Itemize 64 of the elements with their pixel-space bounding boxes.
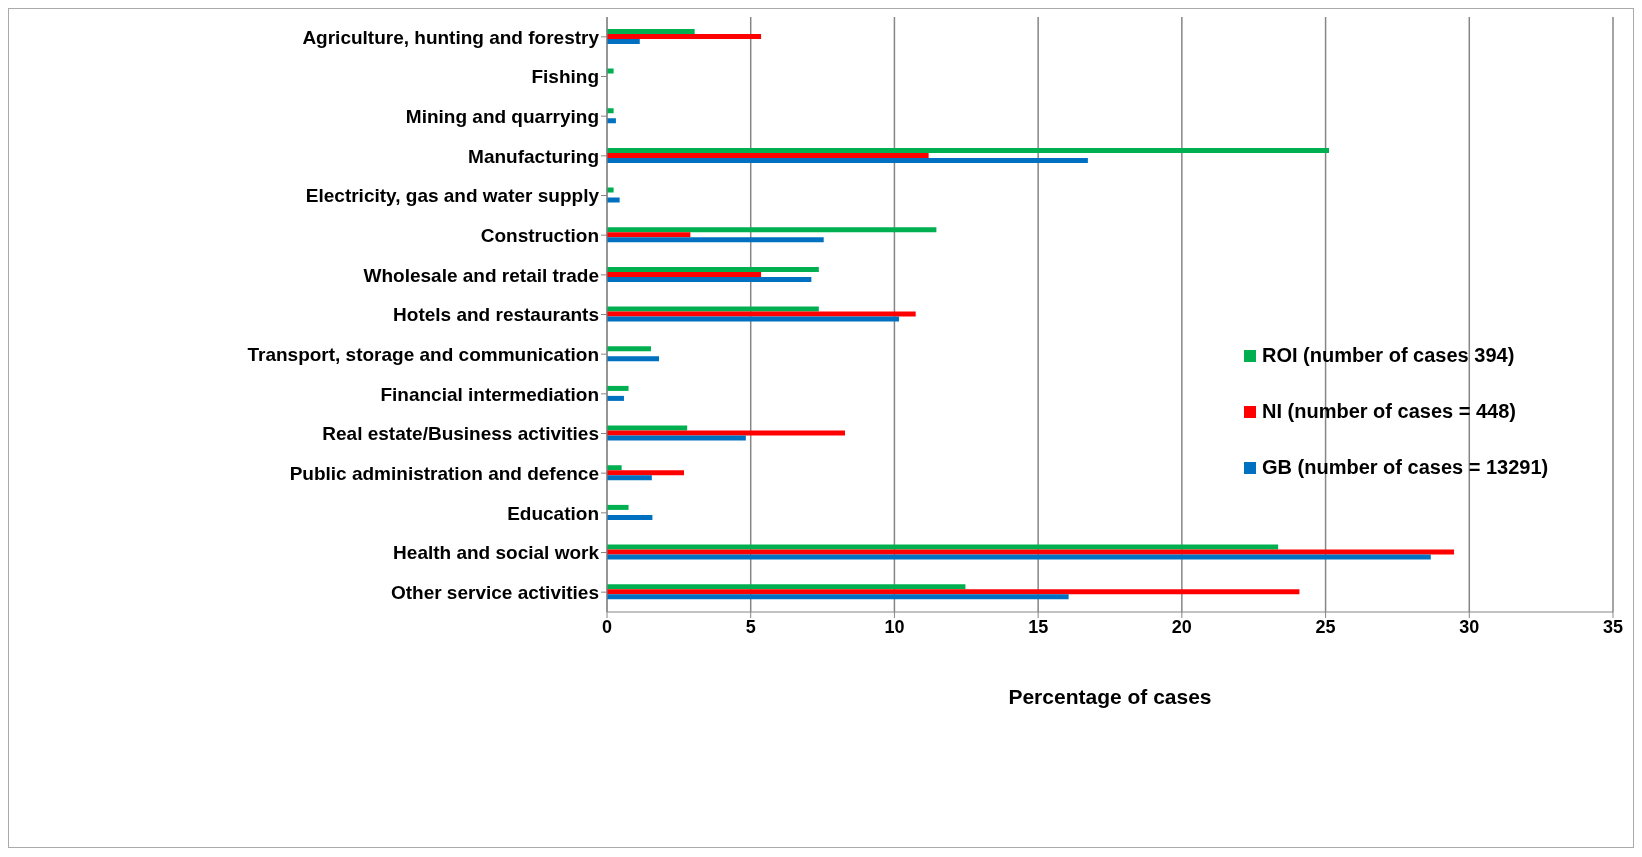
y-tick-label: Manufacturing <box>468 145 599 167</box>
bar <box>607 38 640 44</box>
bar <box>607 594 1069 600</box>
bar <box>607 306 819 312</box>
bar <box>607 584 966 590</box>
legend-label: ROI (number of cases 394) <box>1262 344 1515 367</box>
bar <box>607 237 824 243</box>
y-tick-label: Fishing <box>531 66 599 88</box>
bar <box>607 470 685 476</box>
bar <box>607 544 1279 550</box>
bar <box>607 356 660 362</box>
bar <box>607 227 937 233</box>
bar <box>607 435 746 441</box>
bar <box>607 589 1300 595</box>
x-tick-label: 15 <box>1028 616 1049 637</box>
bar <box>607 316 900 322</box>
y-tick-label: Health and social work <box>393 542 600 564</box>
legend-label: GB (number of cases = 13291) <box>1262 456 1549 479</box>
bar <box>607 197 620 203</box>
bar <box>607 430 845 436</box>
x-tick-label: 35 <box>1602 616 1624 637</box>
bar <box>607 549 1455 555</box>
y-tick-label: Other service activities <box>390 581 599 603</box>
bar <box>607 28 695 34</box>
bar <box>607 346 651 352</box>
bar <box>607 108 614 114</box>
bar <box>607 152 929 158</box>
bar <box>607 385 629 391</box>
bar <box>607 33 762 39</box>
bar <box>607 187 614 193</box>
y-tick-label: Mining and quarrying <box>405 105 599 127</box>
x-tick-label: 30 <box>1459 616 1480 637</box>
x-tick-label: 5 <box>745 616 756 637</box>
bar <box>607 276 812 282</box>
y-tick-label: Hotels and restaurants <box>393 304 599 326</box>
bar <box>607 425 688 431</box>
y-tick-label: Education <box>507 502 599 524</box>
bar <box>607 504 629 510</box>
x-tick-label: 25 <box>1315 616 1336 637</box>
bar <box>607 395 624 401</box>
x-axis-title: Percentage of cases <box>1008 685 1212 708</box>
x-tick-label: 10 <box>884 616 905 637</box>
bar <box>607 271 762 277</box>
x-tick-label: 20 <box>1171 616 1192 637</box>
bar <box>607 68 614 74</box>
y-tick-label: Financial intermediation <box>380 383 599 405</box>
bar <box>607 232 691 238</box>
bar <box>607 465 622 471</box>
bar <box>607 514 653 520</box>
legend-label: NI (number of cases = 448) <box>1262 400 1516 423</box>
y-tick-label: Public administration and defence <box>289 462 599 484</box>
bar <box>607 554 1431 560</box>
y-tick-label: Transport, storage and communication <box>247 343 599 365</box>
bar <box>607 147 1330 153</box>
y-tick-label: Electricity, gas and water supply <box>305 185 600 207</box>
y-tick-label: Real estate/Business activities <box>322 423 599 445</box>
bar <box>607 157 1088 163</box>
bar <box>607 475 652 481</box>
y-tick-label: Wholesale and retail trade <box>363 264 599 286</box>
bar <box>607 311 916 317</box>
y-tick-label: Construction <box>480 224 599 246</box>
bar <box>607 266 819 272</box>
x-tick-label: 0 <box>601 616 613 637</box>
y-tick-label: Agriculture, hunting and forestry <box>302 26 600 48</box>
